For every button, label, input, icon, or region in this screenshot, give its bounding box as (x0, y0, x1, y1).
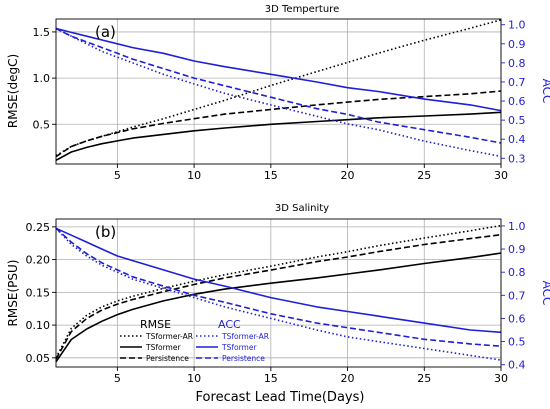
y-tick-label: 0.25 (26, 221, 51, 234)
y-right-tick-label: 0.7 (508, 289, 526, 302)
series-line-rmse-persistence (55, 233, 502, 360)
series-line-acc-tsformer (55, 227, 502, 334)
ylabel-right-salinity: ACC (540, 281, 550, 306)
series-line-acc-tsformer-ar (55, 27, 502, 158)
y-ticks-right-temperature: 0.3 0.4 0.5 0.6 0.7 0.8 0.9 1.0 (501, 19, 526, 165)
x-tick-label: 20 (341, 372, 355, 385)
y-right-tick-label: 0.6 (508, 312, 526, 325)
legend-item-acc: Persistence (222, 354, 265, 363)
x-tick-label: 10 (187, 372, 201, 385)
grid-temperature (56, 19, 502, 164)
series-line-acc-persistence (55, 27, 502, 144)
y-tick-label: 1.5 (33, 26, 51, 39)
y-right-tick-label: 0.5 (508, 336, 526, 349)
y-right-tick-label: 0.8 (508, 266, 526, 279)
x-tick-label: 30 (494, 372, 508, 385)
series-line-acc-persistence (55, 227, 502, 347)
y-right-tick-label: 0.7 (508, 76, 526, 89)
x-tick-label: 5 (114, 169, 121, 182)
series-group-salinity (55, 224, 502, 363)
panel-temperature: 3D Temperture 5 10 15 20 25 30 0.51.01.5 0.30… (6, 4, 550, 182)
x-tick-label: 5 (114, 372, 121, 385)
y-ticks-salinity: 0.05 0.10 0.15 0.20 0.25 (26, 221, 56, 365)
y-tick-label: 1.0 (33, 72, 51, 85)
panel-label-b: (b) (95, 223, 116, 241)
y-right-tick-label: 0.3 (508, 152, 526, 165)
series-line-rmse-tsformer (55, 111, 502, 162)
x-tick-label: 20 (341, 169, 355, 182)
y-right-tick-label: 0.8 (508, 57, 526, 70)
legend-item-acc: TSformer-AR (221, 332, 269, 341)
y-ticks-temperature: 0.5 1.0 1.5 (33, 26, 56, 131)
x-tick-label: 15 (264, 169, 278, 182)
series-line-acc-tsformer-ar (55, 227, 502, 361)
x-tick-label: 15 (264, 372, 278, 385)
x-ticks-temperature: 5 10 15 20 25 30 (114, 164, 508, 182)
plot-frame-salinity (55, 218, 502, 368)
y-right-tick-label: 0.4 (508, 133, 526, 146)
y-right-tick-label: 1.0 (508, 220, 526, 233)
series-line-rmse-persistence (55, 90, 502, 158)
grid-salinity (56, 219, 502, 367)
y-right-tick-label: 0.9 (508, 243, 526, 256)
legend-head-acc: ACC (218, 318, 241, 331)
y-tick-label: 0.05 (26, 352, 51, 365)
y-tick-label: 0.5 (33, 118, 51, 131)
series-group-temperature (55, 19, 502, 162)
panel-title-temperature: 3D Temperture (265, 4, 339, 15)
panel-title-salinity: 3D Salinity (275, 203, 329, 214)
legend-rows: TSformer-AR TSformer-AR TSformer TSformer Pe… (120, 332, 269, 363)
y-right-tick-label: 0.5 (508, 114, 526, 127)
legend-item-rmse: TSformer (145, 343, 181, 352)
y-tick-label: 0.15 (26, 286, 51, 299)
y-tick-label: 0.20 (26, 254, 51, 267)
series-line-acc-tsformer (55, 27, 502, 112)
x-tick-label: 30 (494, 169, 508, 182)
y-right-tick-label: 0.6 (508, 95, 526, 108)
x-tick-label: 10 (187, 169, 201, 182)
x-axis-label: Forecast Lead Time(Days) (196, 390, 365, 405)
ylabel-temperature: RMSE(degC) (6, 54, 20, 128)
series-line-rmse-tsformer-ar (55, 19, 502, 157)
legend-item-rmse: TSformer-AR (145, 332, 193, 341)
x-tick-label: 25 (417, 169, 431, 182)
y-ticks-right-salinity: 0.4 0.5 0.6 0.7 0.8 0.9 1.0 (501, 220, 526, 372)
panel-salinity: 3D Salinity 5 10 15 20 25 30 0.05 0.10 0.15 0.20… (6, 203, 550, 385)
ylabel-salinity: RMSE(PSU) (6, 260, 20, 327)
y-right-tick-label: 0.9 (508, 38, 526, 51)
panel-label-a: (a) (95, 23, 116, 41)
ylabel-right-temperature: ACC (540, 79, 550, 104)
x-tick-label: 25 (417, 372, 431, 385)
legend-item-acc: TSformer (221, 343, 257, 352)
series-line-rmse-tsformer (55, 252, 502, 363)
series-line-rmse-tsformer-ar (55, 224, 502, 359)
y-tick-label: 0.10 (26, 319, 51, 332)
x-ticks-salinity: 5 10 15 20 25 30 (114, 367, 508, 385)
y-right-tick-label: 0.4 (508, 359, 526, 372)
legend-item-rmse: Persistence (146, 354, 189, 363)
legend-head-rmse: RMSE (140, 318, 171, 331)
plot-frame-temperature (55, 18, 502, 165)
y-right-tick-label: 1.0 (508, 19, 526, 32)
